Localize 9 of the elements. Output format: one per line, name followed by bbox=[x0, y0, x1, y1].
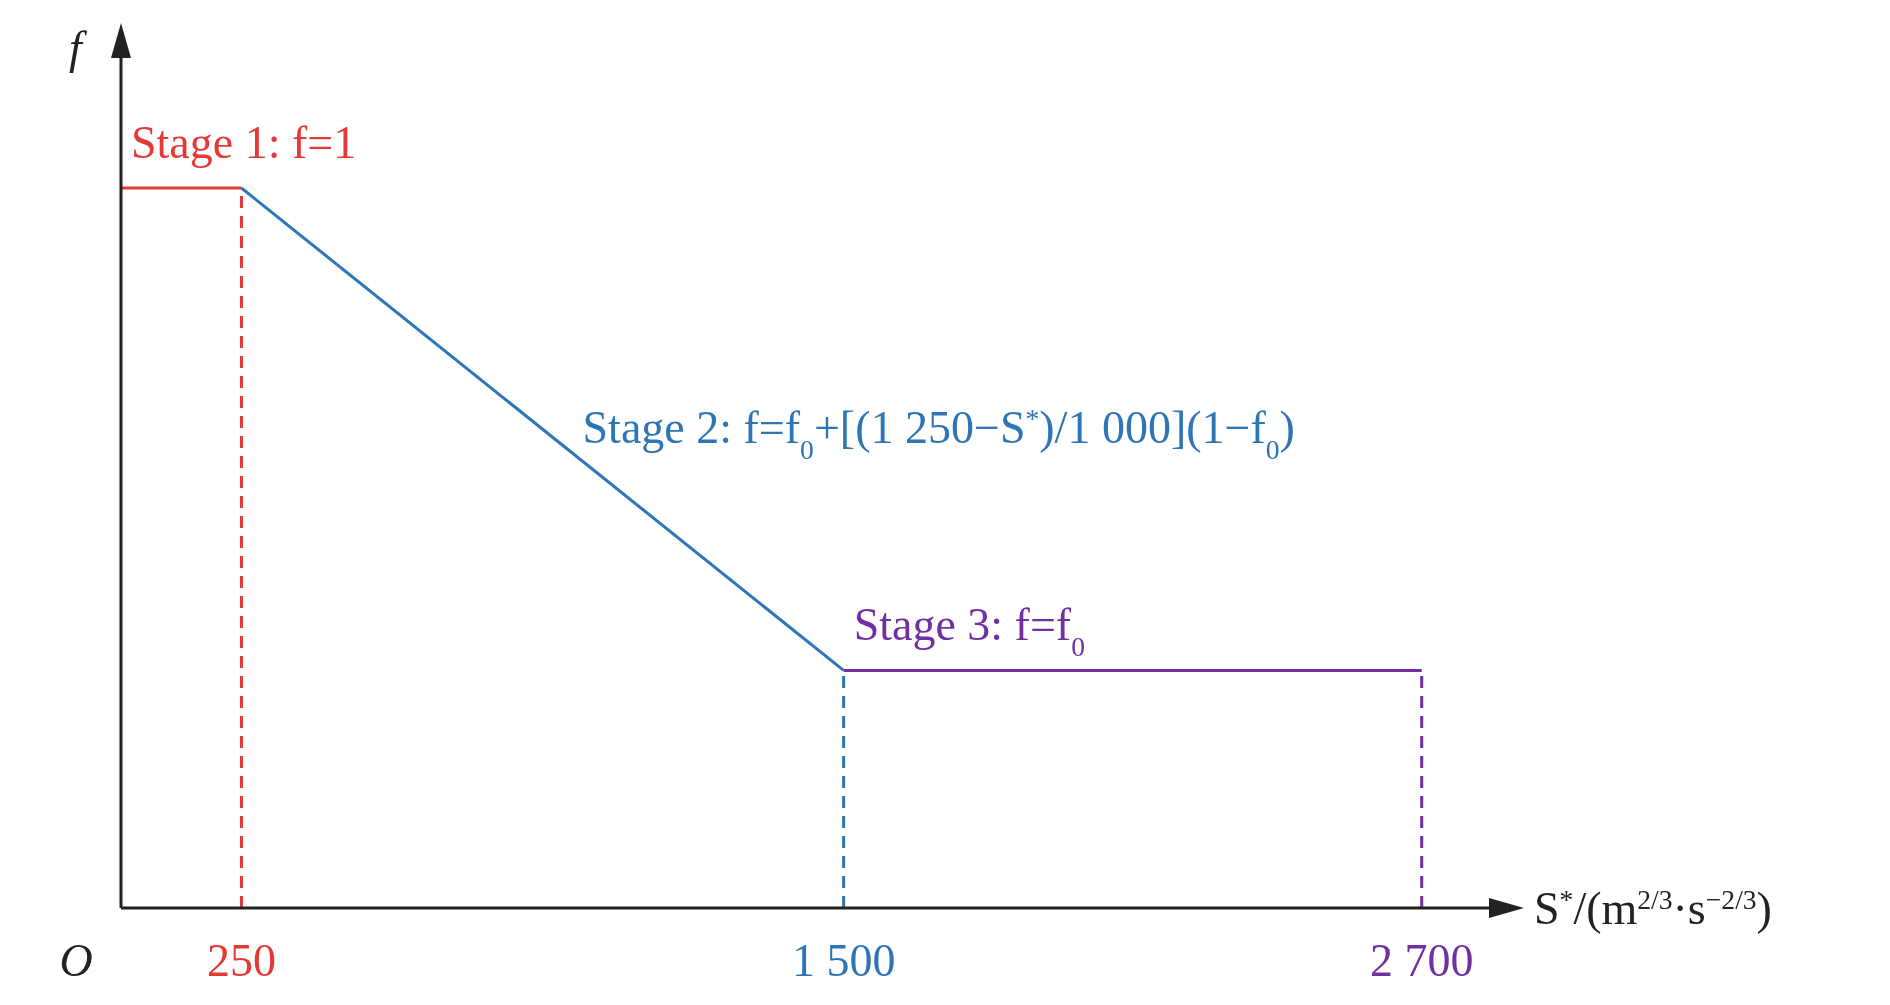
y-axis-title: f bbox=[69, 22, 88, 73]
x-tick-label: 2 700 bbox=[1369, 935, 1474, 986]
series-label: Stage 1: f=1 bbox=[131, 117, 357, 168]
text: O bbox=[59, 935, 93, 986]
series-label: Stage 3: f=f$_{0}$ bbox=[853, 599, 1085, 662]
x-tick-label: 250 bbox=[206, 935, 276, 986]
series-label: Stage 2: f=f$_{0}$+[(1 250−S$^{*}$)/1 000](1−f$_{0}$) bbox=[582, 402, 1295, 465]
x-axis-title: S$^{*}$/(m$^{2/3}$·s$^{−2/3}$) bbox=[1534, 883, 1772, 934]
x-tick-label: 1 500 bbox=[791, 935, 896, 986]
